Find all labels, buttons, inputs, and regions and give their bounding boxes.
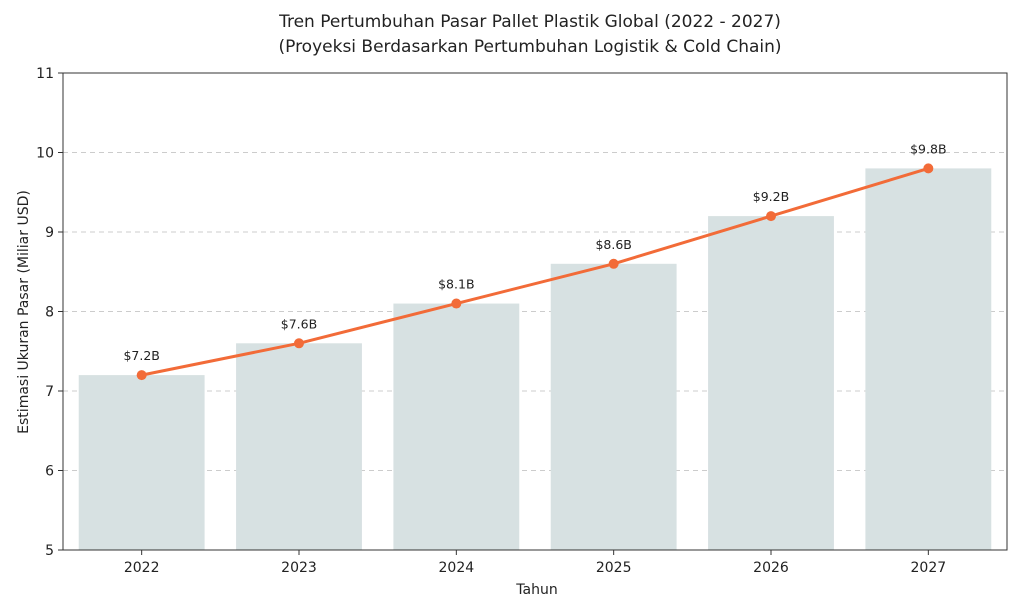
x-tick-label: 2027: [911, 560, 947, 576]
line-point: [136, 370, 147, 381]
chart-subtitle: (Proyeksi Berdasarkan Pertumbuhan Logist…: [278, 37, 781, 57]
line-point: [294, 338, 304, 349]
bar: [236, 343, 362, 550]
y-tick-label: 10: [36, 146, 54, 162]
bar: [708, 216, 834, 550]
y-tick-label: 9: [45, 225, 54, 241]
bar: [78, 375, 205, 550]
line-point: [451, 298, 462, 309]
line-point: [923, 163, 934, 174]
data-label: $9.2B: [753, 189, 789, 204]
line-point: [608, 258, 619, 269]
x-tick-label: 2024: [439, 560, 475, 576]
trend-line: [141, 166, 929, 377]
plot-frame: [62, 72, 1008, 551]
y-tick-label: 5: [45, 543, 54, 559]
grid-lines: [63, 152, 1007, 471]
bar: [550, 263, 677, 550]
y-axis-label: Estimasi Ukuran Pasar (Miliar USD): [16, 190, 32, 434]
x-tick-label: 2026: [753, 560, 789, 576]
line-point: [766, 211, 776, 222]
data-label: $9.8B: [910, 141, 946, 156]
x-tick-label: 2023: [281, 560, 317, 576]
x-axis-label: Tahun: [515, 582, 557, 598]
x-tick-label: 2022: [124, 560, 160, 576]
data-labels: $7.2B $7.6B $8.1B $8.6B $9.2B $9.8B: [123, 141, 946, 363]
data-label: $8.1B: [438, 277, 474, 292]
data-label: $7.2B: [123, 348, 159, 363]
x-tick-label: 2025: [596, 560, 632, 576]
bars: [78, 168, 992, 550]
axes: 5 6 7 8 9 10 11 2022 2023 2024 2025 2026 2027: [36, 66, 1008, 576]
bar: [393, 303, 520, 550]
y-tick-label: 11: [36, 66, 54, 82]
y-tick-label: 8: [45, 305, 54, 321]
data-label: $8.6B: [595, 237, 631, 252]
chart-title: Tren Pertumbuhan Pasar Pallet Plastik Gl…: [278, 12, 781, 32]
bar: [865, 168, 992, 550]
y-tick-label: 7: [45, 384, 54, 400]
y-tick-label: 6: [45, 464, 54, 480]
trend-line-group: [136, 163, 934, 381]
data-label: $7.6B: [281, 316, 317, 331]
